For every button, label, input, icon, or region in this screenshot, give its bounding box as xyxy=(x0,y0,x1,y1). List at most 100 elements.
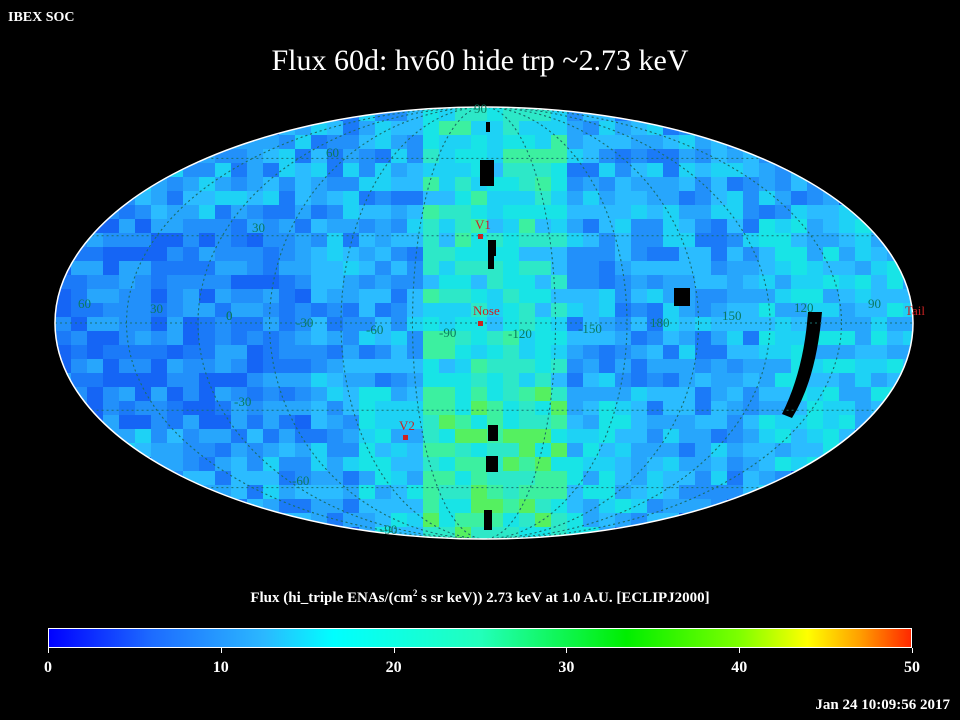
flux-pixel xyxy=(631,373,647,387)
flux-pixel xyxy=(695,359,711,373)
flux-pixel xyxy=(759,275,775,289)
flux-pixel xyxy=(615,443,631,457)
flux-pixel xyxy=(631,303,647,317)
flux-pixel xyxy=(327,247,343,261)
flux-pixel xyxy=(775,331,791,345)
flux-pixel xyxy=(791,317,807,331)
flux-pixel xyxy=(567,345,583,359)
flux-pixel xyxy=(759,401,775,415)
flux-pixel xyxy=(327,331,343,345)
flux-pixel xyxy=(183,331,199,345)
flux-pixel xyxy=(263,401,279,415)
flux-pixel xyxy=(167,373,183,387)
flux-pixel xyxy=(423,219,439,233)
flux-pixel xyxy=(151,317,167,331)
flux-pixel xyxy=(855,387,871,401)
flux-pixel xyxy=(199,219,215,233)
flux-pixel xyxy=(455,331,471,345)
flux-pixel xyxy=(519,303,535,317)
data-gap xyxy=(674,288,690,306)
flux-pixel xyxy=(471,219,487,233)
flux-pixel xyxy=(375,331,391,345)
flux-pixel xyxy=(471,331,487,345)
flux-pixel xyxy=(855,345,871,359)
flux-pixel xyxy=(407,373,423,387)
flux-pixel xyxy=(583,289,599,303)
flux-pixel xyxy=(375,485,391,499)
flux-pixel xyxy=(167,387,183,401)
flux-pixel xyxy=(519,191,535,205)
flux-pixel xyxy=(439,471,455,485)
flux-pixel xyxy=(695,233,711,247)
flux-pixel xyxy=(551,121,567,135)
flux-pixel xyxy=(775,359,791,373)
flux-pixel xyxy=(743,345,759,359)
flux-pixel xyxy=(391,317,407,331)
source-label: IBEX SOC xyxy=(8,10,75,25)
colorbar-tick xyxy=(48,648,49,653)
flux-pixel xyxy=(615,499,631,513)
lat-label-neg90: -90 xyxy=(380,522,397,537)
flux-pixel xyxy=(695,457,711,471)
flux-pixel xyxy=(503,373,519,387)
flux-pixel xyxy=(599,485,615,499)
flux-pixel xyxy=(215,331,231,345)
flux-pixel xyxy=(135,219,151,233)
flux-pixel xyxy=(471,121,487,135)
flux-pixel xyxy=(151,289,167,303)
flux-pixel xyxy=(631,205,647,219)
flux-pixel xyxy=(151,247,167,261)
flux-pixel xyxy=(775,275,791,289)
flux-pixel xyxy=(583,457,599,471)
flux-pixel xyxy=(823,317,839,331)
flux-pixel xyxy=(567,359,583,373)
flux-pixel xyxy=(247,429,263,443)
flux-pixel xyxy=(647,471,663,485)
flux-pixel xyxy=(615,387,631,401)
flux-pixel xyxy=(439,387,455,401)
flux-pixel xyxy=(855,401,871,415)
flux-pixel xyxy=(295,457,311,471)
flux-pixel xyxy=(711,387,727,401)
flux-pixel xyxy=(663,513,679,527)
flux-pixel xyxy=(583,135,599,149)
flux-pixel xyxy=(423,135,439,149)
flux-pixel xyxy=(359,359,375,373)
flux-pixel xyxy=(247,247,263,261)
flux-pixel xyxy=(375,233,391,247)
flux-pixel xyxy=(295,219,311,233)
flux-pixel xyxy=(839,219,855,233)
flux-pixel xyxy=(359,275,375,289)
flux-pixel xyxy=(263,429,279,443)
flux-pixel xyxy=(247,331,263,345)
flux-pixel xyxy=(759,331,775,345)
flux-pixel xyxy=(647,191,663,205)
flux-pixel xyxy=(839,317,855,331)
flux-pixel xyxy=(87,233,103,247)
flux-pixel xyxy=(407,135,423,149)
flux-pixel xyxy=(535,485,551,499)
flux-pixel xyxy=(455,513,471,527)
flux-pixel xyxy=(311,303,327,317)
flux-pixel xyxy=(679,149,695,163)
flux-pixel xyxy=(151,303,167,317)
flux-pixel xyxy=(519,359,535,373)
flux-pixel xyxy=(423,149,439,163)
flux-pixel xyxy=(279,499,295,513)
flux-pixel xyxy=(823,331,839,345)
flux-pixel xyxy=(503,247,519,261)
flux-pixel xyxy=(327,513,343,527)
flux-pixel xyxy=(407,387,423,401)
flux-pixel xyxy=(375,359,391,373)
flux-pixel xyxy=(519,401,535,415)
flux-pixel xyxy=(423,205,439,219)
flux-pixel xyxy=(87,303,103,317)
flux-pixel xyxy=(823,233,839,247)
flux-pixel xyxy=(615,219,631,233)
flux-pixel xyxy=(103,219,119,233)
flux-pixel xyxy=(343,303,359,317)
flux-pixel xyxy=(743,303,759,317)
lat-label-0: 0 xyxy=(226,308,233,323)
flux-pixel xyxy=(727,163,743,177)
flux-pixel xyxy=(471,373,487,387)
